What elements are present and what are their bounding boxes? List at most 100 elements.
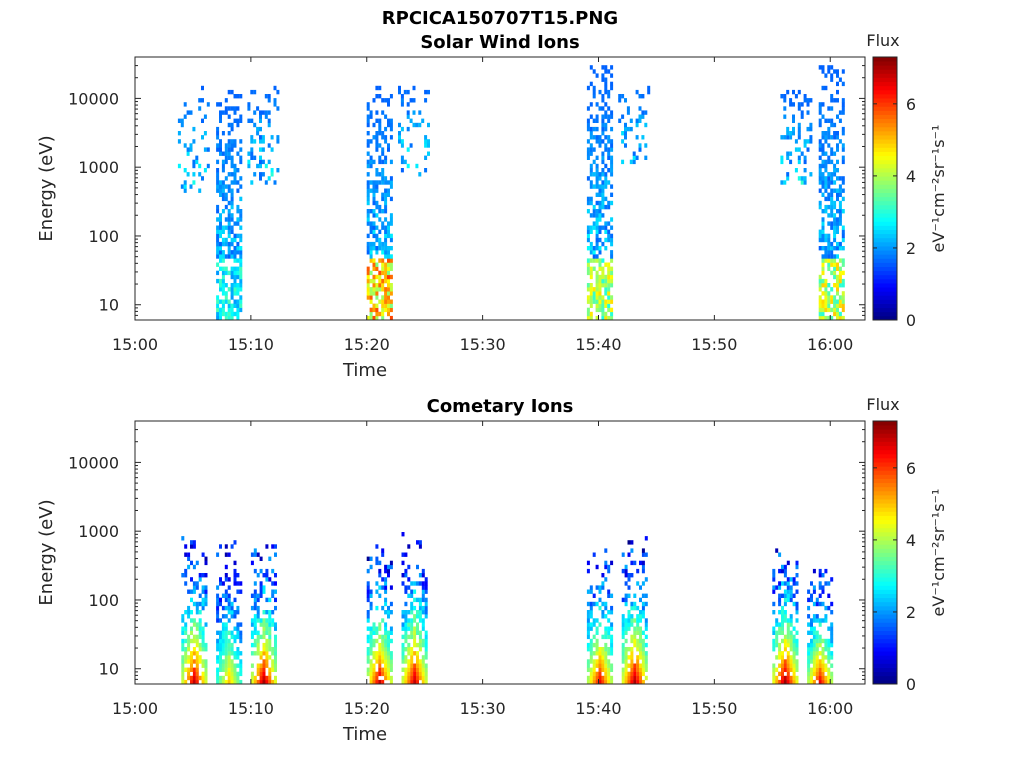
heatmap-cell — [201, 85, 204, 91]
heatmap-cell — [389, 180, 393, 185]
heatmap-cell — [366, 221, 370, 226]
heatmap-cell — [794, 139, 798, 144]
heatmap-cell — [586, 634, 590, 640]
heatmap-cell — [219, 118, 222, 123]
heatmap-cell — [772, 568, 776, 574]
colorbar-step — [873, 246, 897, 251]
heatmap-cell — [633, 601, 637, 607]
heatmap-cell — [424, 675, 428, 681]
heatmap-cell — [601, 73, 605, 78]
heatmap-cell — [381, 258, 385, 263]
heatmap-cell — [783, 601, 787, 607]
heatmap-cell — [789, 131, 793, 136]
heatmap-cell — [224, 663, 228, 668]
heatmap-cell — [638, 94, 642, 99]
heatmap-cell — [818, 667, 822, 672]
colorbar-step — [873, 241, 897, 247]
heatmap-cell — [595, 73, 599, 78]
heatmap-cell — [219, 188, 222, 193]
heatmap-cell — [233, 638, 237, 644]
heatmap-cell — [387, 303, 390, 308]
heatmap-cell — [410, 622, 414, 627]
colorbar-title: Flux — [866, 395, 899, 414]
heatmap-cell — [601, 651, 605, 656]
heatmap-cell — [586, 151, 590, 156]
heatmap-cell — [641, 135, 645, 140]
heatmap-cell — [195, 675, 199, 681]
heatmap-cell — [250, 679, 254, 685]
heatmap-cell — [267, 176, 271, 181]
heatmap-cell — [586, 601, 590, 607]
heatmap-cell — [827, 262, 831, 267]
heatmap-cell — [795, 638, 799, 644]
heatmap-cell — [610, 638, 614, 644]
heatmap-cell — [595, 172, 599, 177]
heatmap-cell — [192, 634, 196, 640]
heatmap-cell — [586, 675, 590, 681]
heatmap-cell — [424, 634, 428, 640]
heatmap-cell — [389, 303, 393, 308]
heatmap-cell — [378, 204, 382, 210]
heatmap-cell — [598, 655, 602, 660]
heatmap-cell — [827, 246, 831, 251]
heatmap-cell — [201, 118, 204, 123]
heatmap-cell — [418, 618, 422, 623]
heatmap-cell — [418, 638, 422, 644]
heatmap-cell — [601, 258, 605, 263]
heatmap-cell — [841, 258, 845, 263]
heatmap-cell — [366, 647, 370, 652]
heatmap-cell — [239, 638, 243, 644]
heatmap-cell — [404, 655, 408, 660]
heatmap-cell — [821, 217, 825, 222]
heatmap-cell — [389, 262, 393, 267]
heatmap-cell — [219, 258, 222, 263]
heatmap-cell — [407, 618, 411, 623]
heatmap-cell — [821, 675, 825, 681]
heatmap-cell — [381, 659, 385, 664]
heatmap-cell — [400, 126, 404, 132]
heatmap-cell — [259, 110, 262, 115]
colorbar-step — [873, 548, 897, 553]
heatmap-cell — [201, 573, 205, 578]
heatmap-cell — [781, 593, 784, 598]
heatmap-cell — [387, 307, 390, 313]
heatmap-cell — [618, 118, 622, 123]
heatmap-cell — [378, 667, 382, 672]
heatmap-cell — [274, 634, 277, 640]
heatmap-cell — [427, 122, 430, 128]
heatmap-cell — [378, 622, 382, 627]
heatmap-cell — [256, 131, 260, 136]
heatmap-cell — [644, 659, 648, 664]
heatmap-cell — [239, 671, 243, 677]
heatmap-cell — [783, 564, 787, 570]
heatmap-cell — [598, 303, 602, 308]
heatmap-cell — [381, 642, 385, 648]
heatmap-cell — [586, 176, 590, 181]
heatmap-cell — [818, 118, 822, 123]
heatmap-cell — [586, 647, 590, 652]
heatmap-cell — [604, 630, 608, 635]
heatmap-cell — [786, 126, 790, 132]
heatmap-cell — [636, 647, 640, 652]
heatmap-cell — [410, 667, 414, 672]
heatmap-cell — [227, 184, 231, 189]
heatmap-cell — [815, 597, 819, 603]
heatmap-cell — [398, 89, 401, 95]
heatmap-cell — [369, 642, 373, 648]
heatmap-cell — [261, 139, 265, 144]
heatmap-cell — [589, 250, 593, 255]
heatmap-cell — [783, 675, 787, 681]
colorbar-step — [873, 130, 897, 136]
heatmap-cell — [221, 667, 225, 672]
heatmap-cell — [610, 663, 614, 668]
heatmap-cell — [236, 581, 240, 586]
heatmap-cell — [595, 295, 599, 300]
heatmap-cell — [204, 675, 208, 681]
heatmap-cell — [195, 622, 199, 627]
heatmap-cell — [271, 659, 275, 664]
heatmap-cell — [827, 126, 831, 132]
heatmap-cell — [786, 577, 790, 582]
heatmap-cell — [604, 278, 608, 284]
heatmap-cell — [181, 573, 185, 578]
heatmap-cell — [589, 225, 593, 230]
